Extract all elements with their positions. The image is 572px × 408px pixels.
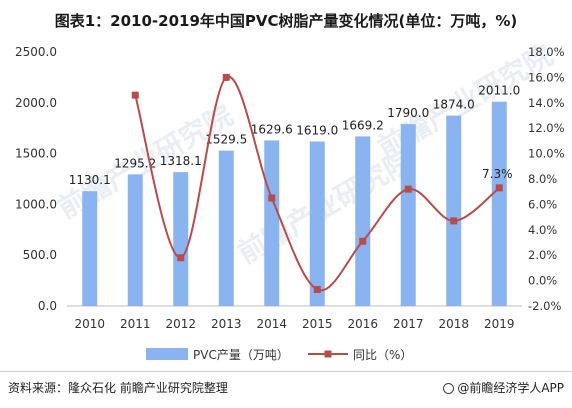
x-tick-label: 2010 <box>74 317 105 331</box>
x-tick-label: 2019 <box>484 317 515 331</box>
line-marker <box>313 285 321 293</box>
line-value-label: 7.3% <box>482 167 513 181</box>
legend: PVC产量（万吨） 同比（%） <box>146 348 412 362</box>
bar-value-label: 1669.2 <box>342 118 384 132</box>
line-marker <box>177 254 185 262</box>
y-left-tick-label: 2000.0 <box>15 96 57 110</box>
line-marker <box>404 185 412 193</box>
bar-value-label: 1629.6 <box>251 122 293 136</box>
bar-value-label: 1874.0 <box>433 98 475 112</box>
y-left-tick-label: 500.0 <box>23 248 57 262</box>
x-tick-label: 2014 <box>256 317 287 331</box>
line-series: 7.3% <box>131 73 513 293</box>
y-right-tick-label: 18.0% <box>528 45 565 59</box>
y-right-tick-label: 8.0% <box>528 172 557 186</box>
y-right-tick-label: 16.0% <box>528 70 565 84</box>
x-tick-label: 2012 <box>165 317 196 331</box>
y-right-tick-label: -2.0% <box>528 299 561 313</box>
bar-value-label: 1529.5 <box>205 133 247 147</box>
legend-bar-label: PVC产量（万吨） <box>193 348 289 362</box>
brand-credit: @前瞻经济学人APP <box>443 379 564 396</box>
y-right-tick-label: 12.0% <box>528 121 565 135</box>
x-tick-label: 2015 <box>302 317 333 331</box>
x-tick-label: 2013 <box>211 317 242 331</box>
y-right-tick-label: 2.0% <box>528 248 557 262</box>
chart-title: 图表1：2010-2019年中国PVC树脂产量变化情况(单位：万吨，%) <box>54 12 518 30</box>
bar <box>264 140 280 306</box>
line-marker <box>131 91 139 99</box>
bar <box>127 174 143 306</box>
bar <box>355 136 371 306</box>
legend-line-marker <box>324 350 332 358</box>
bar-value-label: 1318.1 <box>160 154 202 168</box>
bar-value-label: 1130.1 <box>69 173 111 187</box>
source-note: 资料来源：隆众石化 前瞻产业研究院整理 <box>8 381 228 395</box>
x-tick-label: 2016 <box>347 317 378 331</box>
line-marker <box>495 184 503 192</box>
line-marker <box>268 194 276 202</box>
y-right-tick-label: 0.0% <box>528 274 557 288</box>
bar-value-label: 1790.0 <box>387 106 429 120</box>
footer-divider <box>0 371 572 372</box>
bar-value-label: 1619.0 <box>296 124 338 138</box>
bar <box>82 191 98 306</box>
x-tick-label: 2017 <box>393 317 424 331</box>
x-tick-label: 2018 <box>438 317 469 331</box>
legend-bar-swatch <box>146 348 188 360</box>
bar <box>491 101 507 306</box>
y-left-tick-label: 1500.0 <box>15 147 57 161</box>
bar <box>173 172 189 306</box>
line-marker <box>222 73 230 81</box>
bar-series <box>82 101 507 307</box>
axes: 0.0 500.0 1000.0 1500.0 2000.0 2500.0 -2.0% 0.0… <box>15 45 565 331</box>
brand-text: @前瞻经济学人APP <box>457 381 564 395</box>
bar <box>400 124 416 306</box>
bar <box>309 141 325 306</box>
y-left-tick-label: 0.0 <box>38 299 57 313</box>
bar <box>446 115 462 307</box>
legend-line-label: 同比（%） <box>353 348 412 362</box>
bar-value-label: 2011.0 <box>478 84 520 98</box>
x-tick-label: 2011 <box>120 317 151 331</box>
y-right-tick-label: 14.0% <box>528 96 565 110</box>
y-right-tick-label: 6.0% <box>528 197 557 211</box>
y-left-tick-label: 1000.0 <box>15 197 57 211</box>
brand-logo-icon <box>443 383 455 394</box>
bar <box>218 150 234 306</box>
line-marker <box>450 217 458 225</box>
y-left-tick-label: 2500.0 <box>15 45 57 59</box>
bar-value-label: 1295.2 <box>114 156 156 170</box>
y-right-tick-label: 10.0% <box>528 147 565 161</box>
y-right-tick-label: 4.0% <box>528 223 557 237</box>
line-marker <box>359 237 367 245</box>
